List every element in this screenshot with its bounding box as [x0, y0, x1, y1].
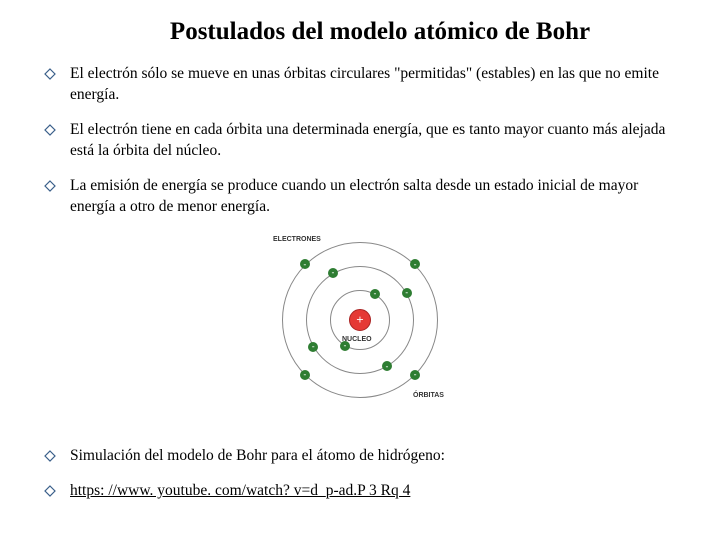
list-item: El electrón tiene en cada órbita una det…	[44, 120, 680, 162]
diagram-label: NUCLEO	[342, 336, 372, 343]
bohr-diagram: +----------ELECTRONESNUCLEOÓRBITAS	[255, 232, 465, 402]
bullet-text: El electrón sólo se mueve en unas órbita…	[70, 64, 680, 106]
bullet-text: La emisión de energía se produce cuando …	[70, 176, 680, 218]
bullet-list: El electrón sólo se mueve en unas órbita…	[40, 64, 680, 218]
diagram-label: ELECTRONES	[273, 236, 321, 243]
list-item: Simulación del modelo de Bohr para el át…	[44, 446, 680, 467]
youtube-link[interactable]: https: //www. youtube. com/watch? v=d_p-…	[70, 482, 410, 499]
list-item: El electrón sólo se mueve en unas órbita…	[44, 64, 680, 106]
bullet-list-lower: Simulación del modelo de Bohr para el át…	[40, 446, 680, 502]
electron: -	[300, 259, 310, 269]
electron: -	[370, 289, 380, 299]
bullet-text: Simulación del modelo de Bohr para el át…	[70, 446, 680, 467]
list-item: https: //www. youtube. com/watch? v=d_p-…	[44, 481, 680, 502]
electron: -	[382, 361, 392, 371]
electron: -	[328, 268, 338, 278]
list-item: La emisión de energía se produce cuando …	[44, 176, 680, 218]
diagram-container: +----------ELECTRONESNUCLEOÓRBITAS	[40, 232, 680, 402]
diamond-icon	[44, 485, 60, 497]
page-title: Postulados del modelo atómico de Bohr	[40, 18, 680, 46]
diamond-icon	[44, 68, 60, 80]
bullet-text: El electrón tiene en cada órbita una det…	[70, 120, 680, 162]
electron: -	[300, 370, 310, 380]
diagram-label: ÓRBITAS	[413, 392, 444, 399]
diamond-icon	[44, 180, 60, 192]
diamond-icon	[44, 124, 60, 136]
electron: -	[308, 342, 318, 352]
electron: -	[410, 370, 420, 380]
diamond-icon	[44, 450, 60, 462]
electron: -	[410, 259, 420, 269]
electron: -	[402, 288, 412, 298]
link-text[interactable]: https: //www. youtube. com/watch? v=d_p-…	[70, 481, 680, 502]
nucleus: +	[349, 309, 371, 331]
